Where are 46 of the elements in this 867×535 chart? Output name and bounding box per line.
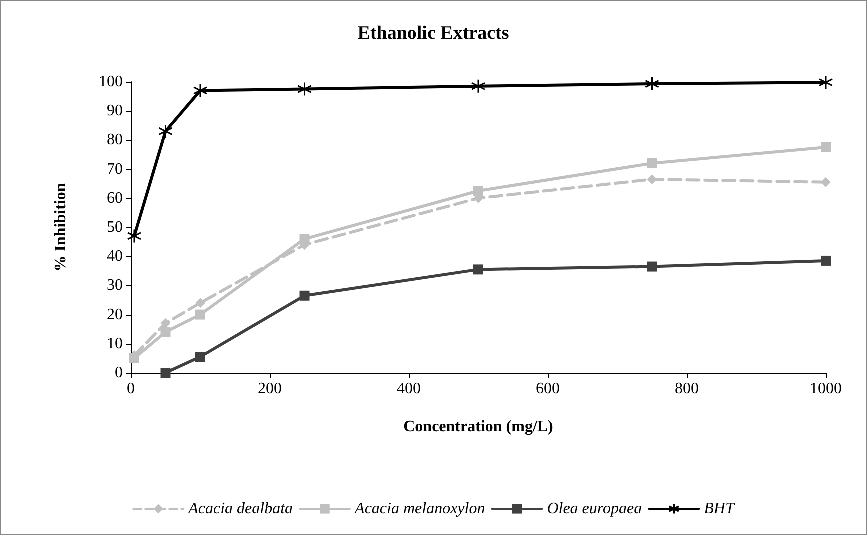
chart-title: Ethanolic Extracts xyxy=(358,23,510,44)
point xyxy=(160,368,171,378)
point xyxy=(647,174,658,184)
y-tick-label: 30 xyxy=(107,277,123,294)
y-tick-label: 70 xyxy=(107,160,123,178)
point xyxy=(821,177,831,188)
legend-label: Olea europaea xyxy=(547,500,642,518)
point xyxy=(647,158,658,168)
y-tick-label: 60 xyxy=(107,190,123,207)
point xyxy=(160,327,171,338)
point xyxy=(196,310,206,320)
y-tick-label: 10 xyxy=(107,335,123,352)
y-tick-label: 90 xyxy=(107,102,123,120)
x-tick-label: 800 xyxy=(675,380,699,398)
point xyxy=(193,83,208,98)
x-tick-label: 200 xyxy=(258,380,282,398)
point xyxy=(818,75,834,90)
legend-label: Acacia melanoxylon xyxy=(354,500,486,518)
point xyxy=(821,142,831,152)
point xyxy=(474,186,484,196)
legend-label: Acacia dealbata xyxy=(188,500,294,518)
point xyxy=(298,82,312,97)
point xyxy=(196,298,206,308)
y-tick-label: 100 xyxy=(99,74,123,90)
point xyxy=(645,76,660,92)
y-tick-label: 50 xyxy=(107,219,123,236)
y-tick-label: 80 xyxy=(107,132,123,149)
x-tick-label: 600 xyxy=(536,380,560,398)
x-tick-label: 0 xyxy=(127,380,135,398)
y-tick-label: 40 xyxy=(107,248,123,266)
point xyxy=(474,264,484,275)
point xyxy=(196,352,206,362)
y-axis-title: % Inhibition xyxy=(52,183,70,272)
point xyxy=(160,318,171,329)
x-tick-label: 400 xyxy=(397,380,421,398)
legend-label: BHT xyxy=(704,500,736,518)
x-tick-label: 1000 xyxy=(810,380,842,398)
point xyxy=(300,290,310,301)
point xyxy=(647,262,658,272)
point xyxy=(821,256,831,266)
y-tick-label: 0 xyxy=(115,364,123,382)
point xyxy=(471,79,486,94)
x-axis-title: Concentration (mg/L) xyxy=(404,418,554,436)
point xyxy=(127,228,142,244)
point xyxy=(158,124,173,139)
y-tick-label: 20 xyxy=(107,306,123,324)
